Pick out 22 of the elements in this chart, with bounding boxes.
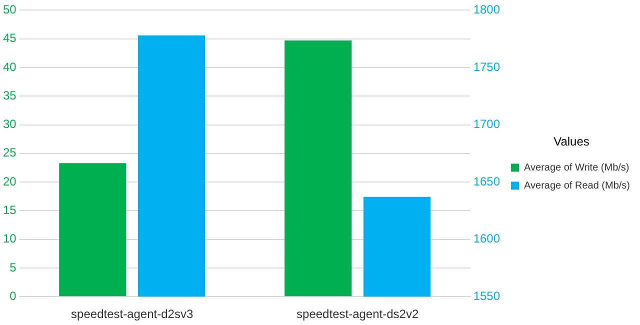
y-tick-label: 15 bbox=[2, 202, 17, 217]
y2-tick-label: 1550 bbox=[473, 288, 500, 303]
y-tick-label: 20 bbox=[2, 174, 17, 188]
legend-label: Average of Write (Mb/s) bbox=[524, 162, 630, 174]
x-tick-label: speedtest-agent-d2sv3 bbox=[71, 307, 194, 322]
y-tick-label: 0 bbox=[10, 288, 17, 303]
y-tick-label: 50 bbox=[2, 2, 17, 17]
y2-tick-label: 1750 bbox=[473, 60, 500, 74]
y-tick-label: 30 bbox=[2, 117, 17, 132]
y2-tick-label: 1800 bbox=[473, 2, 500, 17]
x-tick-label: speedtest-agent-ds2v2 bbox=[296, 307, 419, 322]
y2-tick-label: 1600 bbox=[473, 232, 500, 246]
legend-label: Average of Read (Mb/s) bbox=[524, 180, 630, 192]
y-tick-label: 10 bbox=[2, 232, 17, 246]
y-tick-label: 5 bbox=[10, 260, 17, 274]
y-tick-label: 40 bbox=[2, 60, 17, 74]
y-tick-label: 45 bbox=[2, 31, 17, 46]
y-tick-label: 25 bbox=[2, 146, 17, 160]
legend-title: Values bbox=[554, 134, 590, 149]
y2-tick-label: 1700 bbox=[473, 117, 500, 132]
y-tick-label: 35 bbox=[2, 88, 17, 102]
y2-tick-label: 1650 bbox=[473, 174, 500, 188]
